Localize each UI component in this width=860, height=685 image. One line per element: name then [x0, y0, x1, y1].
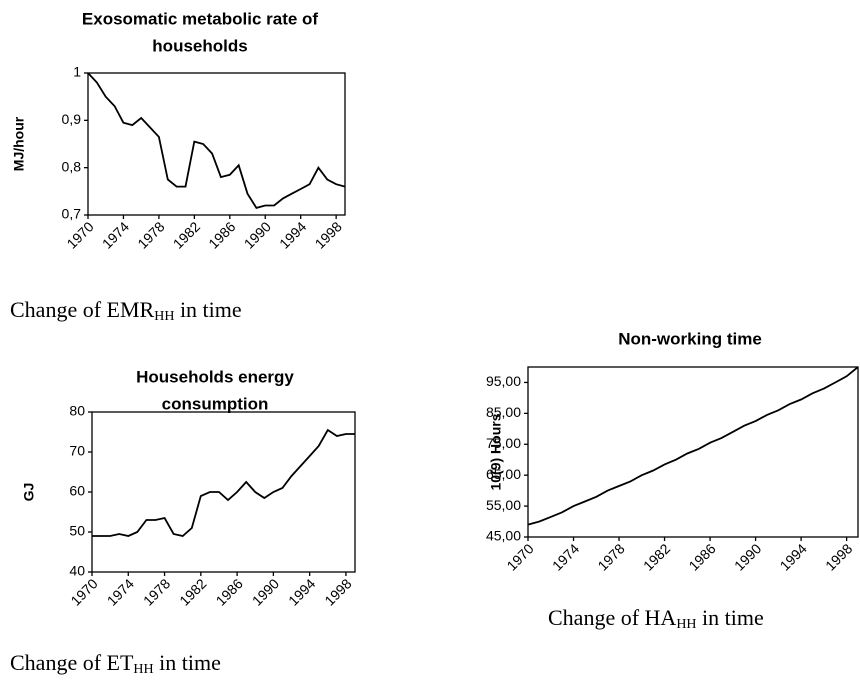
- chart: Households energy consumption GJ 40 50 60 70 80…: [10, 367, 356, 677]
- x-tick-label: 1990: [249, 575, 282, 608]
- x-tick-label: 1974: [549, 540, 582, 573]
- plot-frame: [527, 366, 859, 538]
- chart: Non-working time 10(9) Hours 45,00 55,00 65,…: [486, 329, 859, 632]
- data-line: [87, 72, 346, 209]
- y-tick-label: 95,00: [486, 373, 521, 389]
- x-tick-label: 1994: [776, 540, 809, 573]
- x-tick-label: 1986: [685, 540, 718, 573]
- x-tick-label: 1990: [241, 218, 274, 251]
- caption-text: Change of ET: [10, 650, 134, 675]
- chart-title: consumption: [162, 394, 269, 413]
- y-tick-label: 80: [69, 403, 85, 419]
- x-tick-label: 1982: [170, 218, 203, 251]
- caption-text: Change of EMR: [10, 297, 155, 322]
- y-axis-label: MJ/hour: [11, 116, 27, 171]
- y-tick-label: 1: [73, 64, 81, 80]
- x-tick-label: 1974: [99, 218, 132, 251]
- y-tick-label: 70: [69, 443, 85, 459]
- y-tick-label: 0,7: [62, 206, 82, 222]
- caption-subscript: HH: [154, 309, 174, 324]
- x-tick-label: 1990: [731, 540, 764, 573]
- caption: Change of EMRHH in time: [10, 297, 242, 324]
- y-axis-label: GJ: [21, 483, 37, 502]
- chart-title: Exosomatic metabolic rate of: [82, 9, 319, 28]
- y-tick-label: 65,00: [486, 466, 521, 482]
- plot-frame: [87, 72, 346, 216]
- caption-subscript: HH: [676, 617, 696, 632]
- y-tick-label: 0,9: [62, 111, 82, 127]
- y-tick-label: 85,00: [486, 404, 521, 420]
- plot-frame: [91, 411, 356, 573]
- y-tick-label: 45,00: [486, 528, 521, 544]
- y-tick-label: 75,00: [486, 435, 521, 451]
- x-tick-label: 1994: [285, 575, 318, 608]
- chart-title: Households energy: [136, 367, 294, 386]
- caption-tail: in time: [154, 650, 221, 675]
- y-tick-label: 55,00: [486, 497, 521, 513]
- y-axis-label: 10(9) Hours: [488, 413, 504, 490]
- caption-tail: in time: [697, 605, 764, 630]
- x-tick-label: 1998: [822, 540, 855, 573]
- x-tick-label: 1998: [321, 575, 354, 608]
- data-line: [92, 428, 355, 537]
- data-line: [527, 366, 859, 526]
- x-tick-label: 1970: [63, 218, 96, 251]
- x-tick-label: 1970: [503, 540, 536, 573]
- caption-text: Change of HA: [548, 605, 676, 630]
- x-tick-label: 1986: [212, 575, 245, 608]
- x-tick-label: 1978: [140, 575, 173, 608]
- x-tick-label: 1982: [640, 540, 673, 573]
- x-tick-label: 1970: [67, 575, 100, 608]
- x-tick-label: 1994: [276, 218, 309, 251]
- chart: Exosomatic metabolic rate of households MJ…: [10, 9, 346, 324]
- y-tick-label: 40: [69, 563, 85, 579]
- y-tick-label: 0,8: [62, 158, 82, 174]
- x-tick-label: 1978: [594, 540, 627, 573]
- chart-title: Non-working time: [618, 329, 762, 348]
- caption: Change of ETHH in time: [10, 650, 221, 677]
- x-tick-label: 1978: [134, 218, 167, 251]
- x-tick-label: 1982: [176, 575, 209, 608]
- x-tick-label: 1998: [312, 218, 345, 251]
- caption: Change of HAHH in time: [548, 605, 764, 632]
- caption-tail: in time: [174, 297, 241, 322]
- caption-subscript: HH: [133, 662, 153, 677]
- x-tick-label: 1974: [104, 575, 137, 608]
- chart-title: households: [152, 36, 247, 55]
- y-tick-label: 50: [69, 523, 85, 539]
- x-tick-label: 1986: [205, 218, 238, 251]
- y-tick-label: 60: [69, 483, 85, 499]
